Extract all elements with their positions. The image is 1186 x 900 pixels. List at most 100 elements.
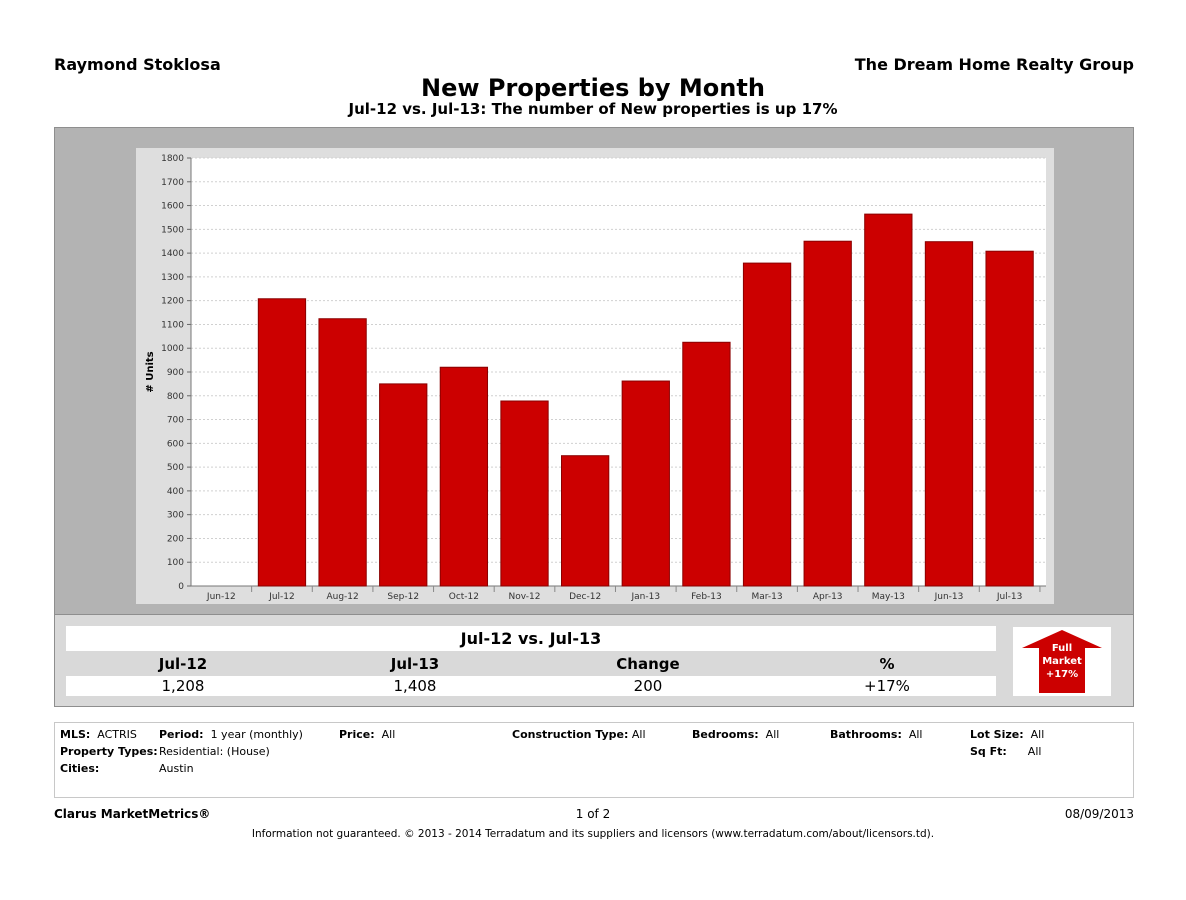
report-subtitle: Jul-12 vs. Jul-13: The number of New pro…	[348, 100, 838, 118]
criteria-construction-label: Construction Type:	[512, 728, 629, 741]
badge-line1: Full	[1052, 643, 1072, 654]
x-tick-label: Jun-12	[206, 592, 236, 602]
bar-apr-13	[803, 240, 852, 587]
criteria-mls: MLS: ACTRIS	[60, 728, 137, 741]
footer-date: 08/09/2013	[1064, 807, 1134, 821]
criteria-construction-value: All	[631, 728, 646, 741]
bar-chart: 0 100 200 300 400 500 600 700 800 900 1000 1100 1200…	[136, 148, 1054, 604]
arrow-shape	[1022, 630, 1102, 693]
y-tick-label: 1800	[161, 154, 184, 164]
y-tick-label: 700	[167, 416, 184, 426]
criteria-lotsize-value: All	[1030, 728, 1045, 741]
criteria-sqft-value: All	[1027, 745, 1042, 758]
y-axis-label: # Units	[145, 351, 156, 392]
criteria-lotsize-label: Lot Size:	[970, 728, 1024, 741]
y-tick-label: 500	[167, 463, 184, 473]
bar-jul-12	[257, 298, 307, 587]
y-tick-label: 100	[167, 558, 184, 568]
up-arrow-icon: Full Market +17%	[1022, 630, 1102, 693]
y-tick-label: 1100	[161, 320, 184, 330]
summary-panel: Jul-12 vs. Jul-13 Jul-12 Jul-13 Change %…	[54, 615, 1134, 707]
criteria-box: MLS: ACTRIS Period: 1 year (monthly) Pri…	[54, 722, 1134, 798]
criteria-property-types: Property Types:	[60, 745, 158, 758]
criteria-construction: Construction Type: All	[512, 728, 646, 741]
x-tick-label: Apr-13	[813, 592, 843, 602]
agent-name: Raymond Stoklosa	[54, 55, 221, 74]
criteria-bedrooms-value: All	[765, 728, 780, 741]
y-tick-label: 1400	[161, 249, 184, 259]
summary-value-percent: +17%	[864, 677, 910, 695]
summary-title-box: Jul-12 vs. Jul-13	[66, 626, 996, 651]
x-tick-label: Oct-12	[449, 592, 479, 602]
bar-jan-13	[621, 380, 670, 587]
criteria-period-label: Period:	[159, 728, 204, 741]
criteria-price: Price: All	[339, 728, 395, 741]
y-tick-label: 1600	[161, 202, 184, 212]
bar-oct-12	[439, 366, 489, 587]
y-tick-label: 0	[178, 582, 184, 592]
criteria-proptypes-label: Property Types:	[60, 745, 158, 758]
criteria-bedrooms: Bedrooms: All	[692, 728, 779, 741]
x-tick-label: Nov-12	[508, 592, 540, 602]
footer-brand: Clarus MarketMetrics®	[54, 807, 211, 821]
report-title: New Properties by Month	[421, 74, 765, 102]
criteria-sqft-label: Sq Ft:	[970, 745, 1007, 758]
summary-header-jul13: Jul-13	[390, 655, 440, 673]
y-tick-label: 400	[167, 487, 184, 497]
footer-page: 1 of 2	[575, 807, 611, 821]
y-tick-label: 900	[167, 368, 184, 378]
summary-value-jul12: 1,208	[161, 677, 205, 695]
x-tick-label: Sep-12	[387, 592, 419, 602]
x-tick-label: Jul-12	[268, 592, 295, 602]
y-tick-label: 1500	[161, 225, 184, 235]
bar-feb-13	[682, 341, 731, 587]
badge-line2: Market	[1042, 656, 1082, 667]
y-tick-label: 1000	[161, 344, 184, 354]
x-tick-label: Dec-12	[569, 592, 601, 602]
full-market-badge: Full Market +17%	[1013, 627, 1111, 696]
y-tick-label: 1200	[161, 297, 184, 307]
x-tick-label: Aug-12	[326, 592, 358, 602]
summary-header-jul12: Jul-12	[158, 655, 208, 673]
criteria-period: Period: 1 year (monthly)	[159, 728, 303, 741]
summary-title: Jul-12 vs. Jul-13	[460, 629, 602, 648]
bar-may-13	[864, 213, 913, 587]
bar-mar-13	[742, 262, 792, 587]
y-tick-label: 200	[167, 534, 184, 544]
criteria-bathrooms-label: Bathrooms:	[830, 728, 902, 741]
y-tick-label: 300	[167, 511, 184, 521]
bar-aug-12	[318, 318, 367, 587]
criteria-sqft: Sq Ft: All	[970, 745, 1041, 758]
criteria-proptypes-value: Residential: (House)	[159, 745, 270, 758]
y-tick-label: 1700	[161, 178, 184, 188]
y-tick-label: 600	[167, 439, 184, 449]
bar-jul-13	[985, 250, 1034, 587]
x-tick-label: Jan-13	[630, 592, 660, 602]
criteria-cities-value: Austin	[159, 762, 194, 775]
footer-note: Information not guaranteed. © 2013 - 201…	[251, 828, 935, 840]
criteria-price-label: Price:	[339, 728, 375, 741]
x-tick-label: Mar-13	[752, 592, 783, 602]
criteria-lotsize: Lot Size: All	[970, 728, 1044, 741]
x-tick-label: Jul-13	[996, 592, 1023, 602]
x-tick-label: Feb-13	[691, 592, 722, 602]
summary-header-percent: %	[879, 655, 895, 673]
criteria-mls-label: MLS:	[60, 728, 91, 741]
summary-value-jul13: 1,408	[393, 677, 437, 695]
summary-value-change: 200	[633, 677, 663, 695]
bar-nov-12	[500, 400, 549, 587]
y-tick-label: 800	[167, 392, 184, 402]
criteria-bedrooms-label: Bedrooms:	[692, 728, 759, 741]
x-tick-label: May-13	[872, 592, 905, 602]
bar-dec-12	[561, 455, 610, 587]
x-tick-label: Jun-13	[934, 592, 964, 602]
criteria-bathrooms-value: All	[908, 728, 923, 741]
summary-header-change: Change	[616, 655, 680, 673]
criteria-bathrooms: Bathrooms: All	[830, 728, 922, 741]
criteria-mls-value: ACTRIS	[97, 728, 137, 741]
criteria-period-value: 1 year (monthly)	[210, 728, 303, 741]
y-tick-label: 1300	[161, 273, 184, 283]
badge-line3: +17%	[1046, 669, 1078, 680]
bar-sep-12	[379, 383, 428, 587]
bar-jun-13	[924, 241, 974, 587]
